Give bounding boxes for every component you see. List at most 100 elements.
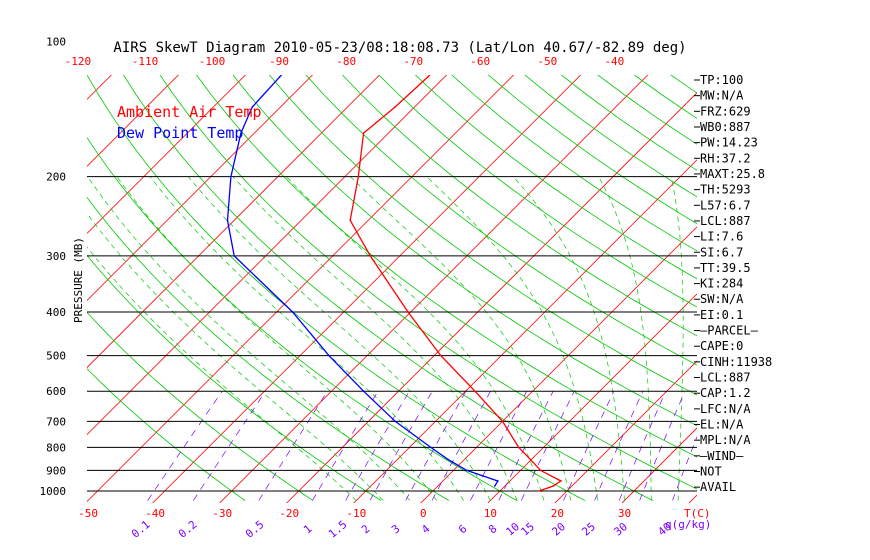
stability-index-item: SW:N/A bbox=[700, 292, 744, 306]
isotherm-line bbox=[87, 75, 381, 369]
mixing-ratio-line bbox=[258, 391, 328, 501]
air-temp-point bbox=[560, 480, 562, 482]
isotherm-line bbox=[87, 75, 246, 234]
y-tick-label: 600 bbox=[46, 385, 66, 398]
chart-title: AIRS SkewT Diagram 2010-05-23/08:18:08.7… bbox=[113, 40, 686, 56]
dew-point-point bbox=[226, 219, 229, 222]
air-temp-point bbox=[440, 354, 442, 357]
stability-index-item: LCL:887 bbox=[700, 371, 751, 385]
mixing-ratio-line bbox=[639, 391, 686, 501]
isotherm-line bbox=[420, 226, 697, 503]
mixing-ratio-line bbox=[147, 391, 223, 501]
dew-point-profile-line bbox=[226, 75, 499, 487]
stability-index-item: –PARCEL– bbox=[700, 324, 759, 338]
dew-point-point bbox=[278, 76, 281, 78]
mixing-ratio-label: 30 bbox=[611, 520, 630, 538]
isotherm-line bbox=[87, 75, 179, 167]
stability-index-item: FRZ:629 bbox=[700, 104, 751, 118]
stability-index-item: EI:0.1 bbox=[700, 308, 743, 322]
mixing-ratio-label: 4 bbox=[419, 522, 433, 536]
dew-point-point bbox=[240, 132, 242, 134]
y-tick-label: 400 bbox=[46, 306, 66, 319]
dry-adiabat-line bbox=[341, 75, 697, 337]
stability-index-item: CINH:11938 bbox=[700, 355, 772, 369]
moist-adiabat-line bbox=[87, 246, 357, 501]
stability-index-item: NOT bbox=[700, 465, 722, 479]
legend-dew-point: Dew Point Temp bbox=[117, 124, 243, 142]
dry-adiabat-line bbox=[524, 75, 697, 198]
stability-index-item: CAP:1.2 bbox=[700, 386, 751, 400]
mixing-ratio-label: 0.5 bbox=[243, 518, 267, 541]
dry-adiabat-line bbox=[414, 75, 697, 280]
y-tick-label: 700 bbox=[46, 415, 66, 428]
stability-index-item: MPL:N/A bbox=[700, 433, 751, 447]
dry-adiabat-line bbox=[378, 75, 697, 308]
dry-adiabat-line bbox=[196, 75, 697, 458]
isotherm-line bbox=[87, 75, 448, 436]
isotherm-line bbox=[621, 427, 697, 503]
dry-adiabat-line bbox=[487, 75, 697, 225]
axis-ticks: -120 -110 -100 -90 -80 -70 -60 -50 -40-50 -40 -30-… bbox=[65, 55, 674, 541]
dry-adiabat-line bbox=[451, 75, 697, 252]
moist-adiabat-line bbox=[87, 176, 411, 501]
dew-point-point bbox=[493, 485, 496, 487]
bottom-tick-label: -20 bbox=[279, 507, 299, 520]
grid-lines bbox=[87, 41, 870, 503]
moist-adiabat-line bbox=[426, 176, 599, 501]
air-temp-point bbox=[474, 390, 476, 393]
stability-index-item: CAPE:0 bbox=[700, 339, 743, 353]
legend-air-temp: Ambient Air Temp bbox=[117, 103, 262, 121]
dew-point-point bbox=[291, 311, 294, 313]
bottom-tick-label: 30 bbox=[618, 507, 631, 520]
mixing-ratio-label: 20 bbox=[549, 520, 568, 538]
air-temp-point bbox=[427, 76, 429, 78]
isotherm-line bbox=[219, 75, 649, 503]
top-tick-label: -60 bbox=[470, 55, 490, 68]
bottom-tick-label: 0 bbox=[420, 507, 427, 520]
mixing-ratio-line bbox=[193, 391, 266, 501]
stability-index-item: AVAIL bbox=[700, 480, 736, 494]
isotherm-line bbox=[87, 75, 314, 302]
dew-point-point bbox=[251, 106, 254, 108]
air-temp-point bbox=[501, 420, 504, 423]
dry-adiabat-line bbox=[560, 75, 697, 171]
top-tick-label: -100 bbox=[199, 55, 226, 68]
stability-index-item: MAXT:25.8 bbox=[700, 167, 765, 181]
y-tick-label: 300 bbox=[46, 250, 66, 263]
dew-point-point bbox=[394, 420, 397, 423]
bottom-tick-label: -40 bbox=[145, 507, 165, 520]
dew-point-point bbox=[447, 458, 449, 461]
mixing-ratio-label: 0.1 bbox=[129, 518, 153, 541]
bottom-tick-label: 20 bbox=[551, 507, 564, 520]
top-tick-label: -80 bbox=[336, 55, 356, 68]
mixing-ratio-line bbox=[618, 391, 667, 501]
top-tick-label: -50 bbox=[537, 55, 557, 68]
stability-index-item: KI:284 bbox=[700, 277, 743, 291]
dry-adiabat-line bbox=[660, 41, 870, 500]
dew-point-point bbox=[362, 390, 365, 393]
stability-index-item: TP:100 bbox=[700, 73, 743, 87]
y-tick-label: 200 bbox=[46, 171, 66, 184]
dry-adiabat-line bbox=[268, 75, 697, 396]
top-tick-label: -70 bbox=[403, 55, 423, 68]
mixing-ratio-label: 0.2 bbox=[176, 518, 200, 541]
dew-point-point bbox=[466, 469, 468, 472]
mixing-ratio-label: 3 bbox=[389, 522, 402, 536]
air-temp-point bbox=[407, 311, 409, 313]
bottom-tick-label: -30 bbox=[212, 507, 232, 520]
mixing-ratio-line bbox=[431, 391, 491, 501]
top-tick-label: -90 bbox=[269, 55, 289, 68]
dry-adiabat-line bbox=[87, 254, 382, 501]
mixing-ratio-line bbox=[312, 391, 379, 501]
dry-adiabat-line bbox=[123, 75, 654, 501]
y-tick-label: 500 bbox=[46, 350, 66, 363]
isotherm-line bbox=[487, 293, 697, 503]
stability-index-item: WB0:887 bbox=[700, 120, 751, 134]
mixing-ratio-line bbox=[498, 391, 554, 501]
dry-adiabat-line bbox=[159, 75, 697, 490]
mixing-ratio-label: 6 bbox=[456, 522, 469, 536]
dry-adiabat-line bbox=[87, 196, 450, 501]
y-tick-label: 100 bbox=[46, 35, 66, 48]
